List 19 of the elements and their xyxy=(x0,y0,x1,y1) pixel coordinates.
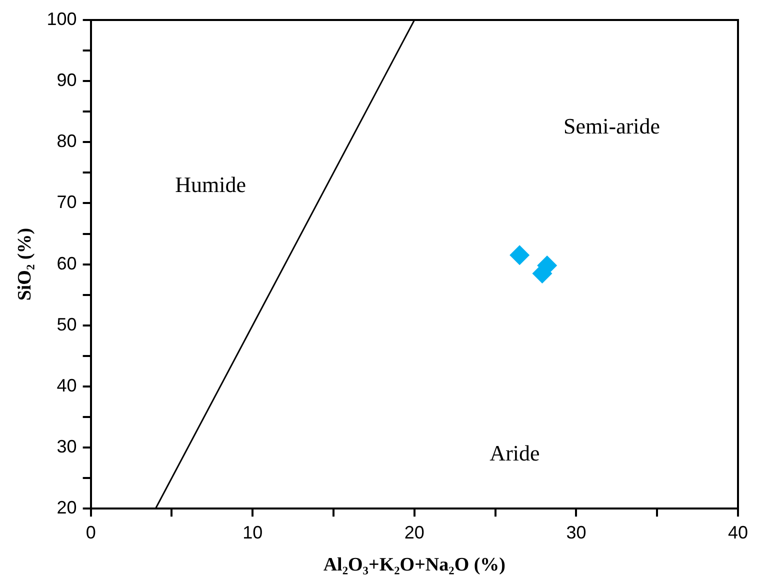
x-tick-label: 20 xyxy=(404,522,424,542)
y-tick-label: 100 xyxy=(46,8,77,29)
y-tick-label: 60 xyxy=(56,253,77,274)
y-tick-label: 80 xyxy=(56,131,77,152)
y-tick-label: 30 xyxy=(56,436,77,456)
annotation: Humide xyxy=(175,172,246,197)
y-tick-label: 20 xyxy=(56,498,77,518)
y-tick-label: 40 xyxy=(56,375,77,396)
x-tick-label: 30 xyxy=(566,522,586,542)
annotation: Aride xyxy=(490,440,540,466)
x-tick-label: 0 xyxy=(86,522,96,542)
y-axis-title: SiO₂ (%) xyxy=(14,228,36,301)
annotation: Semi-aride xyxy=(564,113,660,138)
x-tick-label: 40 xyxy=(728,522,748,542)
y-tick-label: 70 xyxy=(56,192,77,212)
x-axis-title: Al₂O₃+K₂O+Na₂O (%) xyxy=(323,554,506,576)
y-tick-label: 90 xyxy=(56,70,77,90)
x-tick-label: 10 xyxy=(242,522,263,542)
y-tick-label: 50 xyxy=(56,314,77,334)
